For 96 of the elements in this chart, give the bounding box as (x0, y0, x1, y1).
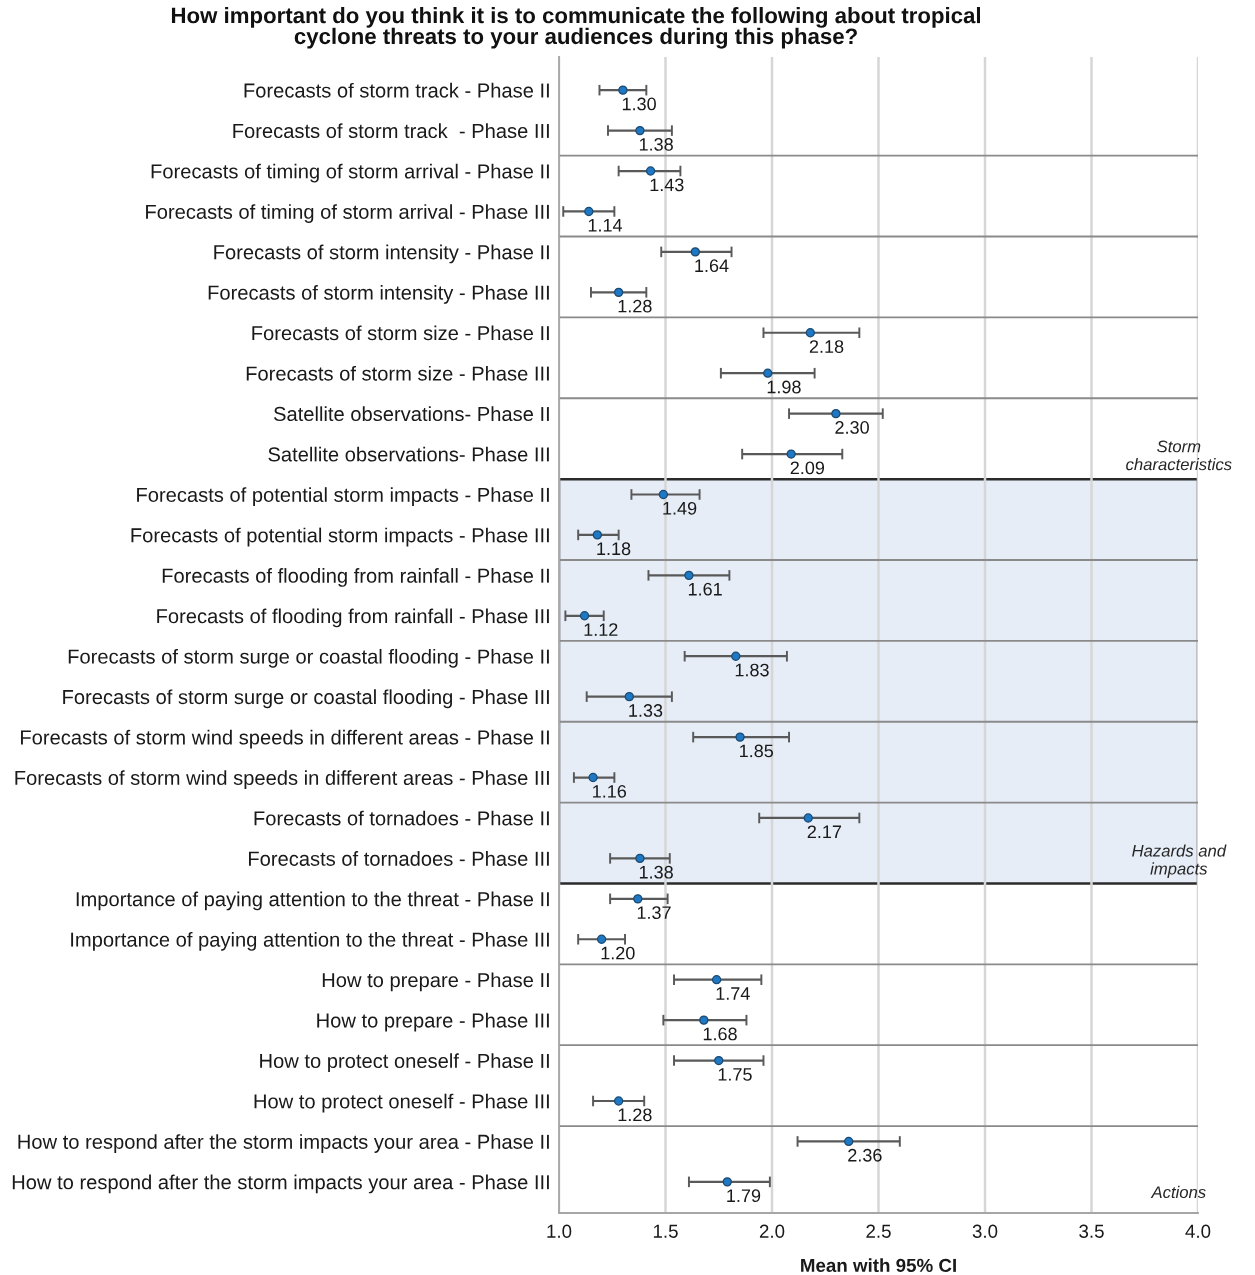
point (584, 206, 594, 217)
data-label: 1.14 (588, 219, 623, 232)
data-label: 1.20 (601, 946, 635, 960)
annotation: Actions (1150, 1185, 1206, 1199)
x-tick-label: 4.0 (1185, 1224, 1211, 1238)
data-label: 1.68 (703, 1027, 737, 1041)
y-tick-label: Forecasts of tornadoes - Phase III (248, 851, 549, 866)
point (805, 328, 816, 338)
annotation: Storm characteristics (1126, 440, 1232, 471)
point (699, 1015, 709, 1025)
y-tick-label: Forecasts of storm intensity - Phase III (208, 285, 549, 304)
point (579, 611, 590, 621)
y-tick-label: How to prepare - Phase II (322, 972, 549, 992)
y-tick-label: How to protect oneself - Phase III (254, 1093, 549, 1113)
point (831, 408, 841, 419)
point (711, 975, 722, 985)
point (592, 530, 603, 540)
data-label: 1.37 (637, 906, 671, 920)
x-tick-label: 2.0 (759, 1224, 785, 1238)
y-tick-label: How to protect oneself - Phase II (260, 1053, 549, 1073)
data-label: 1.12 (584, 623, 618, 636)
point (735, 732, 745, 742)
y-tick-label: Forecasts of storm size - Phase III (246, 365, 549, 381)
data-label: 1.18 (597, 542, 631, 556)
y-tick-label: Forecasts of flooding from rainfall - Phase II (162, 568, 549, 587)
data-label: 1.43 (650, 178, 684, 192)
y-tick-label: How to respond after the storm impacts your area - Phase II (18, 1134, 549, 1153)
data-label: 1.30 (622, 97, 656, 111)
point (618, 85, 628, 95)
data-label: 2.18 (809, 340, 844, 353)
data-label: 1.38 (639, 138, 673, 151)
x-tick-label: 1.5 (653, 1224, 678, 1238)
y-tick-label: How to prepare - Phase III (317, 1012, 549, 1032)
data-label: 1.38 (639, 865, 673, 879)
point (731, 651, 741, 661)
point (633, 894, 643, 904)
data-label: 1.33 (629, 704, 663, 717)
y-tick-label: Forecasts of storm surge or coastal flooding - Phase III (63, 689, 549, 709)
y-tick-label: Forecasts of potential storm impacts - Phase III (131, 527, 549, 547)
y-tick-label: Forecasts of timing of storm arrival - Phase III (146, 204, 549, 223)
data-label: 1.98 (767, 380, 801, 394)
y-tick-label: How to respond after the storm impacts your area - Phase III (12, 1174, 549, 1194)
x-tick-label: 3.0 (972, 1224, 998, 1238)
y-tick-label: Forecasts of storm size - Phase II (252, 325, 549, 341)
chart-title: How important do you think it is to communicate the following about tropical cyclone threats to your audiences during this phase? (171, 7, 981, 49)
data-label: 1.83 (735, 663, 769, 677)
data-label: 2.36 (848, 1148, 882, 1162)
data-label: 2.17 (807, 825, 842, 838)
y-tick-label: Forecasts of storm wind speeds in different areas - Phase II (21, 729, 549, 749)
point (844, 1136, 854, 1147)
x-tick-label: 1.0 (547, 1224, 572, 1238)
x-tick-label: 3.5 (1079, 1224, 1104, 1238)
data-label: 1.61 (688, 582, 722, 596)
point (613, 1096, 624, 1106)
data-label: 1.28 (618, 1108, 652, 1122)
data-label: 1.85 (740, 744, 774, 758)
y-tick-label: Forecasts of storm track - Phase III (233, 123, 549, 139)
y-tick-label: Forecasts of storm surge or coastal flooding - Phase II (68, 648, 549, 668)
y-tick-label: Forecasts of storm track - Phase II (244, 82, 549, 98)
point (613, 287, 624, 297)
x-tick-label: 2.5 (866, 1224, 891, 1238)
point (714, 1055, 724, 1066)
point (658, 489, 669, 500)
band-label: Hazards and impacts (1132, 844, 1227, 878)
data-label: 1.49 (663, 501, 697, 515)
point (690, 247, 700, 257)
data-label: 1.79 (727, 1189, 761, 1203)
data-label: 2.09 (790, 461, 825, 475)
point (722, 1177, 732, 1187)
point (763, 368, 773, 378)
data-label: 1.74 (716, 987, 750, 1000)
data-label: 1.28 (618, 299, 652, 313)
point (635, 125, 645, 136)
point (588, 772, 598, 783)
data-label: 1.16 (593, 784, 627, 798)
x-axis-title: Mean with 95% CI (801, 1258, 956, 1273)
point (635, 853, 645, 864)
data-label: 1.75 (718, 1068, 752, 1081)
point (803, 813, 813, 823)
y-tick-label: Forecasts of timing of storm arrival - Phase II (151, 163, 549, 183)
y-tick-label: Importance of paying attention to the threat - Phase II (76, 891, 549, 911)
y-tick-label: Satellite observations- Phase II (273, 406, 549, 422)
y-tick-label: Forecasts of storm wind speeds in different areas - Phase III (15, 770, 549, 789)
data-label: 2.30 (835, 421, 869, 434)
y-tick-label: Forecasts of tornadoes - Phase II (254, 810, 549, 826)
y-tick-label: Satellite observations- Phase III (268, 446, 549, 462)
point (624, 691, 634, 702)
point (684, 570, 694, 581)
y-tick-label: Forecasts of storm intensity - Phase II (214, 244, 549, 264)
point (786, 449, 796, 459)
point (645, 166, 656, 176)
y-tick-label: Forecasts of flooding from rainfall - Phase III (157, 608, 549, 628)
point (596, 934, 607, 944)
y-tick-label: Importance of paying attention to the threat - Phase III (71, 931, 549, 951)
y-tick-label: Forecasts of potential storm impacts - Phase II (137, 487, 549, 506)
data-label: 1.64 (695, 259, 729, 273)
